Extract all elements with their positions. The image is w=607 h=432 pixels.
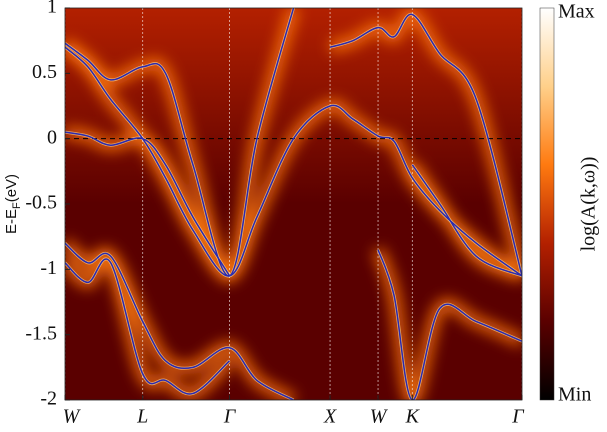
- y-tick-label: -1: [40, 257, 57, 279]
- y-label-main: E-E: [3, 209, 20, 234]
- x-tick-label: Γ: [223, 406, 237, 428]
- band-line: [65, 131, 231, 277]
- y-tick-label: -2: [40, 388, 57, 410]
- y-tick-label: 0.5: [32, 61, 57, 83]
- y-label-sub: F: [11, 202, 23, 209]
- band-line: [65, 8, 295, 277]
- x-tick-label: Γ: [511, 406, 525, 428]
- band-line: [65, 164, 522, 395]
- x-tick-label: W: [370, 406, 389, 428]
- y-label-unit: (eV): [3, 174, 20, 202]
- x-tick-label: W: [63, 406, 82, 428]
- x-tick-label: K: [405, 406, 421, 428]
- colorbar-max-label: Max: [558, 1, 595, 23]
- colorbar-label: log(A(k,ω)): [578, 157, 600, 252]
- band-line: [65, 242, 522, 400]
- band-line: [65, 46, 522, 277]
- y-axis-label: E-EF(eV): [3, 174, 23, 234]
- y-tick-label: -0.5: [25, 192, 57, 214]
- plot-area: [65, 8, 522, 400]
- y-tick-label: -1.5: [25, 322, 57, 344]
- colorbar: [539, 7, 555, 401]
- x-tick-label: X: [323, 406, 337, 428]
- x-tick-label: L: [136, 406, 148, 428]
- y-tick-label: 0: [47, 126, 57, 148]
- band-line: [329, 13, 522, 277]
- y-tick-label: 1: [47, 0, 57, 18]
- colorbar-min-label: Min: [558, 384, 591, 406]
